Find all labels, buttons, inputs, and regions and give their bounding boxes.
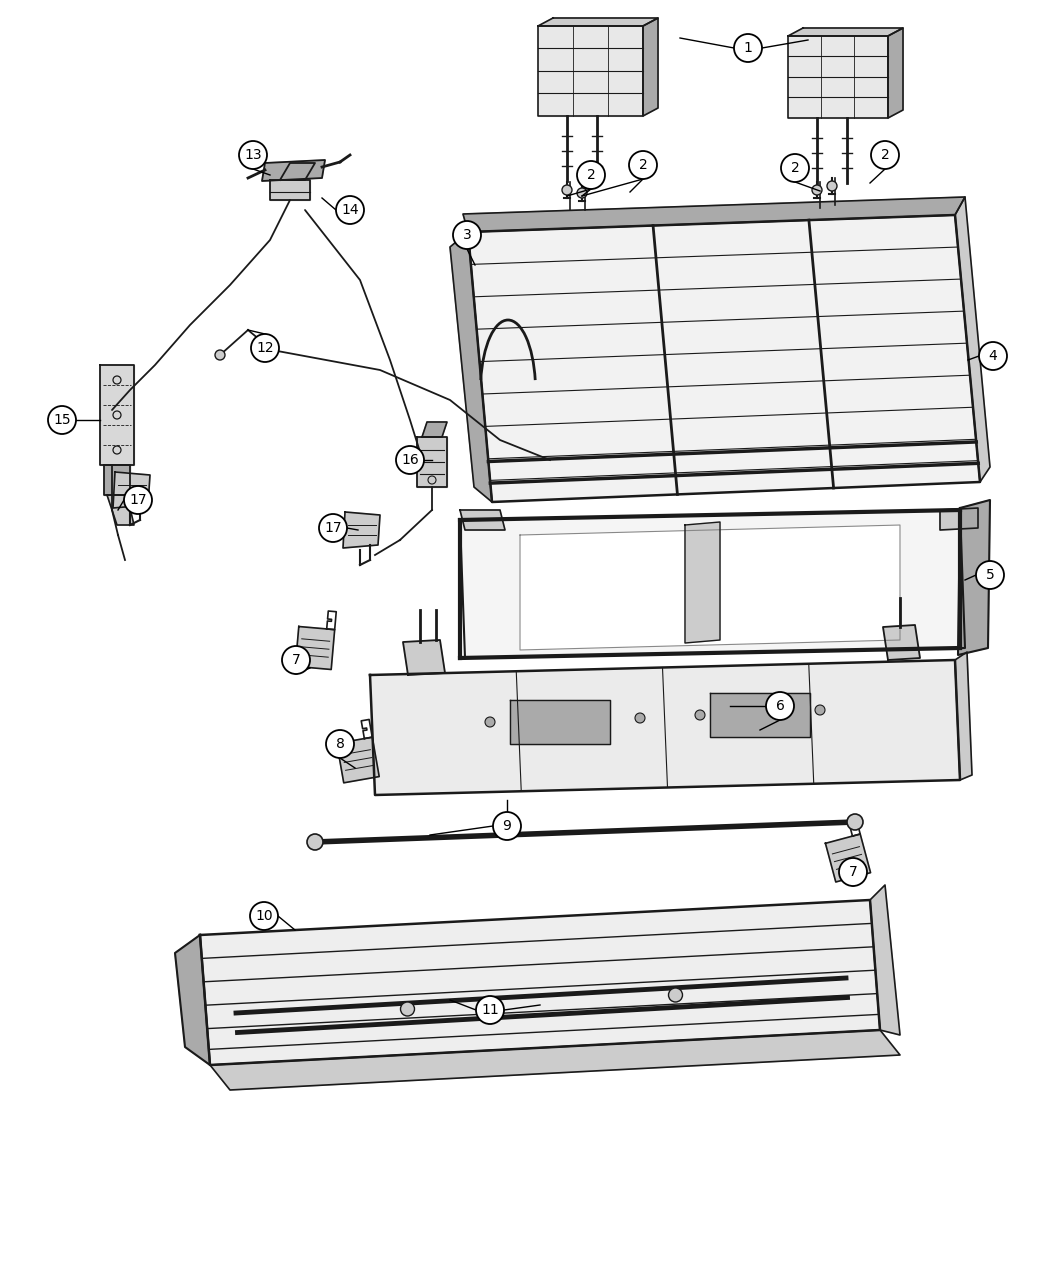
- Polygon shape: [510, 700, 610, 745]
- Text: 6: 6: [776, 699, 784, 713]
- Text: 17: 17: [129, 493, 147, 507]
- Polygon shape: [100, 365, 134, 465]
- Text: 16: 16: [401, 453, 419, 467]
- Circle shape: [239, 142, 267, 170]
- Text: 7: 7: [848, 864, 858, 878]
- Circle shape: [695, 710, 705, 720]
- Circle shape: [872, 142, 899, 170]
- Polygon shape: [200, 900, 880, 1065]
- Text: 3: 3: [463, 228, 471, 242]
- Text: 12: 12: [256, 340, 274, 354]
- Text: 17: 17: [324, 521, 342, 536]
- Polygon shape: [337, 737, 379, 783]
- Circle shape: [453, 221, 481, 249]
- Polygon shape: [422, 422, 447, 437]
- Polygon shape: [107, 495, 134, 525]
- Polygon shape: [295, 626, 335, 669]
- Text: 2: 2: [587, 168, 595, 182]
- Text: 14: 14: [341, 203, 359, 217]
- Circle shape: [635, 713, 645, 723]
- Circle shape: [578, 187, 587, 198]
- Polygon shape: [270, 180, 310, 200]
- Text: 2: 2: [791, 161, 799, 175]
- Polygon shape: [343, 513, 380, 548]
- Polygon shape: [113, 472, 150, 507]
- Circle shape: [476, 996, 504, 1024]
- Circle shape: [979, 342, 1007, 370]
- Circle shape: [326, 731, 354, 759]
- Circle shape: [215, 351, 225, 360]
- Circle shape: [485, 717, 495, 727]
- Circle shape: [124, 486, 152, 514]
- Circle shape: [267, 346, 277, 354]
- Polygon shape: [538, 18, 658, 26]
- Circle shape: [282, 646, 310, 674]
- Polygon shape: [520, 525, 900, 650]
- Text: 15: 15: [54, 413, 70, 427]
- Circle shape: [976, 561, 1004, 589]
- Circle shape: [578, 161, 605, 189]
- Circle shape: [734, 34, 762, 62]
- Polygon shape: [940, 507, 978, 530]
- Polygon shape: [104, 465, 130, 495]
- Text: 8: 8: [336, 737, 344, 751]
- Polygon shape: [643, 18, 658, 116]
- Polygon shape: [468, 215, 980, 502]
- Polygon shape: [956, 652, 972, 780]
- Text: 4: 4: [989, 349, 997, 363]
- Circle shape: [847, 813, 863, 830]
- Polygon shape: [210, 1030, 900, 1090]
- Polygon shape: [710, 694, 810, 737]
- Polygon shape: [870, 885, 900, 1035]
- Polygon shape: [788, 28, 903, 36]
- Polygon shape: [958, 500, 990, 655]
- Circle shape: [336, 196, 364, 224]
- Polygon shape: [280, 163, 315, 180]
- Circle shape: [629, 150, 657, 178]
- Text: 2: 2: [881, 148, 889, 162]
- Text: 5: 5: [986, 567, 994, 581]
- Circle shape: [307, 834, 323, 850]
- Polygon shape: [450, 232, 492, 502]
- Circle shape: [396, 446, 424, 474]
- Text: 13: 13: [245, 148, 261, 162]
- Text: 9: 9: [503, 819, 511, 833]
- Circle shape: [250, 901, 278, 929]
- Polygon shape: [788, 36, 888, 119]
- Polygon shape: [538, 26, 643, 116]
- Text: 7: 7: [292, 653, 300, 667]
- Circle shape: [839, 858, 867, 886]
- Circle shape: [812, 185, 822, 195]
- Circle shape: [319, 514, 346, 542]
- Polygon shape: [460, 510, 505, 530]
- Circle shape: [562, 185, 572, 195]
- Circle shape: [766, 692, 794, 720]
- Circle shape: [815, 705, 825, 715]
- Polygon shape: [463, 198, 965, 232]
- Text: 1: 1: [743, 41, 753, 55]
- Text: 11: 11: [481, 1003, 499, 1017]
- Polygon shape: [262, 159, 326, 181]
- Circle shape: [781, 154, 809, 182]
- Polygon shape: [403, 640, 445, 674]
- Circle shape: [251, 334, 279, 362]
- Polygon shape: [175, 935, 210, 1065]
- Text: 2: 2: [638, 158, 648, 172]
- Text: 10: 10: [255, 909, 273, 923]
- Circle shape: [400, 1002, 415, 1016]
- Polygon shape: [417, 437, 447, 487]
- Circle shape: [48, 405, 76, 434]
- Polygon shape: [888, 28, 903, 119]
- Circle shape: [494, 812, 521, 840]
- Circle shape: [669, 988, 682, 1002]
- Polygon shape: [370, 660, 960, 796]
- Polygon shape: [883, 625, 920, 660]
- Polygon shape: [956, 198, 990, 482]
- Polygon shape: [825, 834, 870, 882]
- Polygon shape: [685, 521, 720, 643]
- Polygon shape: [460, 510, 965, 658]
- Circle shape: [827, 181, 837, 191]
